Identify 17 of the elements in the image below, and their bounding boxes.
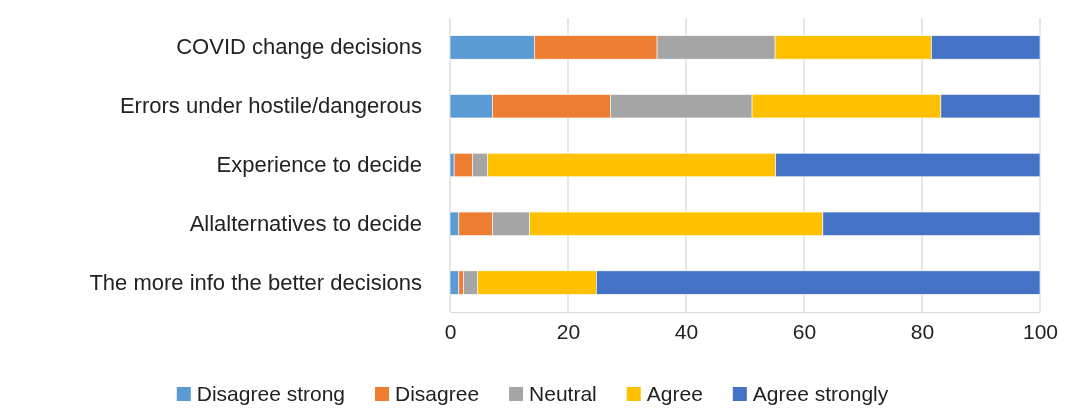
x-tick-label: 80 (910, 319, 935, 343)
x-tick-label: 40 (674, 319, 699, 343)
legend-label: Disagree (395, 382, 480, 405)
legend-label: Disagree strong (196, 382, 346, 405)
bar (449, 270, 460, 295)
legend-label: Agree (646, 382, 703, 405)
legend-label: Neutral (529, 382, 597, 405)
legend-label: Agree strongly (752, 382, 889, 405)
x-tick-label: 60 (792, 319, 817, 343)
y-tick-label: The more info the better decisions (89, 269, 422, 295)
y-tick-label: Allalternatives to decide (189, 210, 422, 236)
y-tick-label: Errors under hostile/dangerous (119, 93, 422, 119)
x-tick-label: 0 (444, 319, 457, 343)
x-tick-label: 20 (556, 319, 581, 343)
x-tick-label: 100 (1022, 319, 1059, 343)
y-tick-label: COVID change decisions (176, 34, 422, 60)
y-tick-label: Experience to decide (216, 152, 422, 178)
